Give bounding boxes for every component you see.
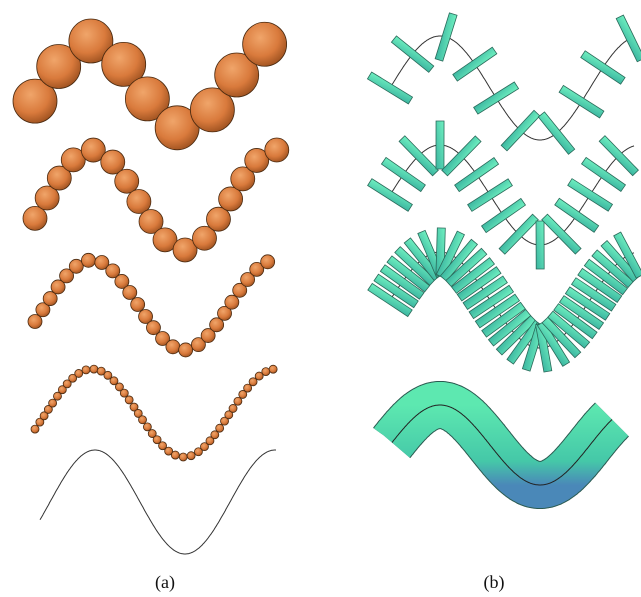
sphere [75,369,83,377]
segment [538,112,574,154]
sphere [234,397,242,405]
segment [501,110,540,150]
segment [499,214,538,254]
sphere [216,424,224,432]
segment [442,136,481,176]
segment [399,136,438,176]
caption-a: (a) [155,572,175,593]
sphere [82,366,90,374]
segment [568,179,613,212]
sphere [225,295,239,309]
segment [616,15,641,62]
tube [392,405,612,485]
segment [435,13,457,61]
sphere [28,315,42,329]
segment [368,179,413,212]
segment [482,198,526,232]
sphere [269,365,277,373]
sphere [125,396,133,404]
sphere [123,286,137,300]
sphere [115,169,139,193]
sphere [243,22,287,66]
sphere [131,297,145,311]
segment [581,51,625,84]
sphere [187,452,195,460]
sphere [244,384,252,392]
segment [474,82,519,114]
sphere [229,404,237,412]
sphere [143,423,151,431]
segment [599,136,638,176]
segment [436,121,444,169]
sphere [179,343,193,357]
sphere [265,138,289,162]
sphere [120,389,128,397]
segment [468,179,513,212]
sphere [206,207,230,231]
sphere [90,365,98,373]
sphere [23,206,47,230]
sphere [139,416,147,424]
sphere [261,255,275,269]
sphere [166,340,180,354]
caption-b: (b) [484,572,505,593]
sphere [179,453,187,461]
curve [40,450,276,554]
segment [582,157,626,191]
sphere [262,368,270,376]
segment [367,72,412,104]
sphere [81,253,95,267]
sphere [171,451,179,459]
segment [542,214,581,254]
sphere [49,399,57,407]
segment [381,157,425,191]
segment [391,36,433,72]
segment [555,198,599,232]
figure: (a) (b) [0,0,641,597]
segment [559,85,604,117]
sphere [31,425,39,433]
segment [536,221,544,269]
segment [455,158,499,192]
illustration [13,13,641,554]
segment [453,47,497,81]
